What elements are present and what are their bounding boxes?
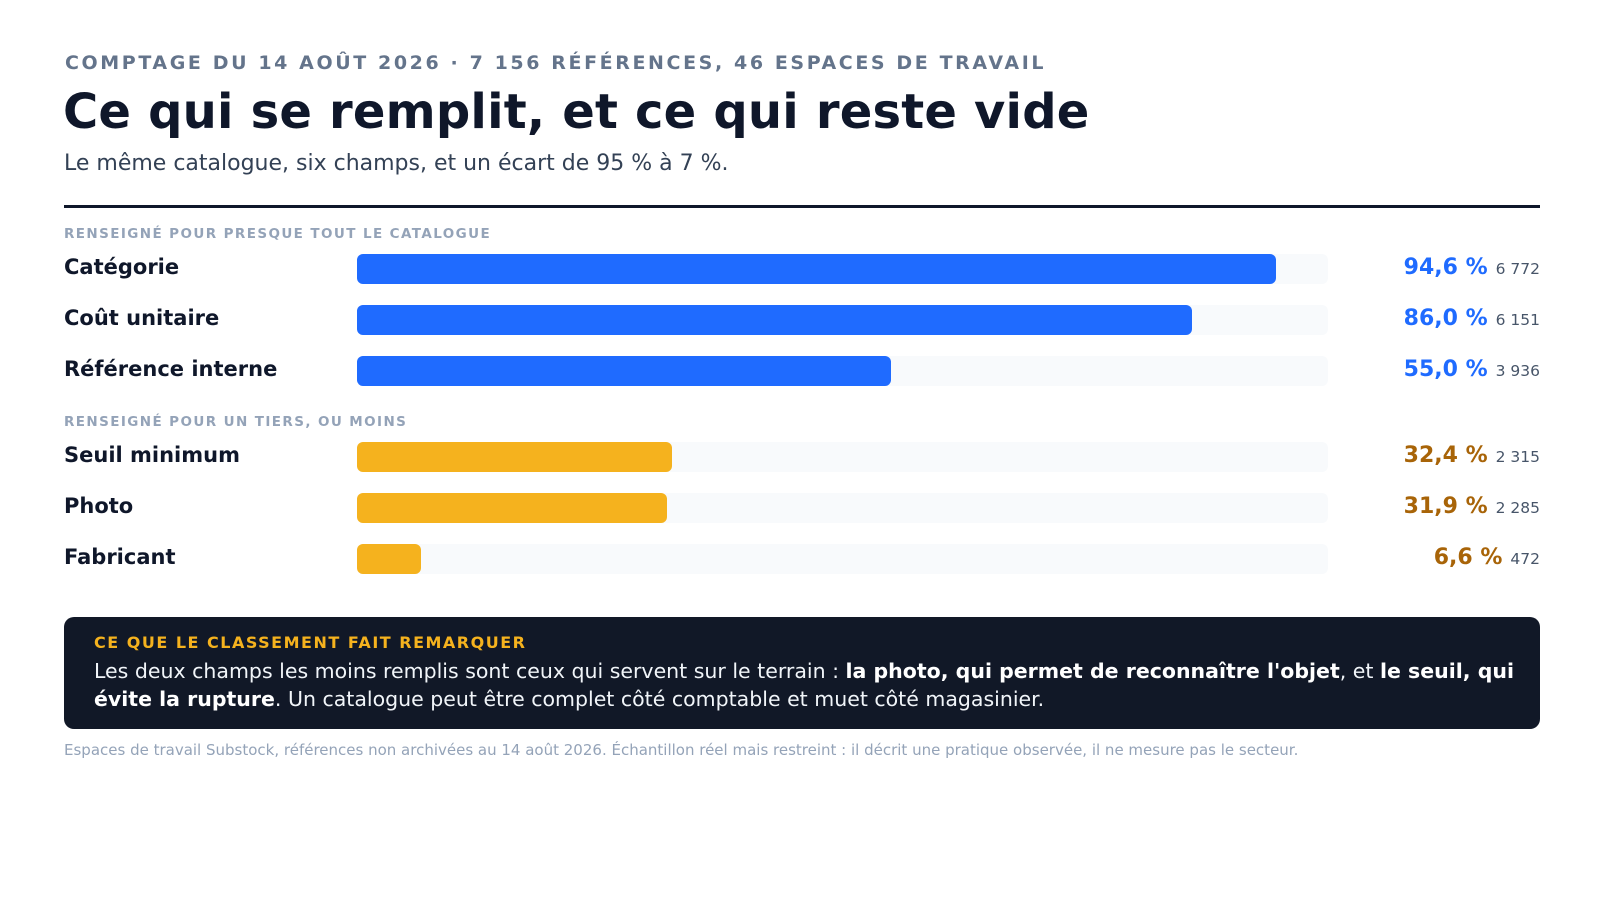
bar-track bbox=[357, 442, 1328, 472]
bar-category-label: Photo bbox=[64, 494, 134, 518]
bar-category-label: Seuil minimum bbox=[64, 443, 240, 467]
bar-track bbox=[357, 305, 1328, 335]
bar-value-label: 55,0 % 3 936 bbox=[1404, 357, 1540, 382]
callout-emphasis-photo: la photo, qui permet de reconnaître l'ob… bbox=[845, 659, 1340, 683]
bar-category-label: Coût unitaire bbox=[64, 306, 220, 330]
bar-count-label: 472 bbox=[1510, 550, 1540, 568]
chart-title: Ce qui se remplit, et ce qui reste vide bbox=[63, 84, 1090, 140]
bar-percent-label: 32,4 % bbox=[1403, 443, 1488, 468]
bar-category-label: Fabricant bbox=[64, 545, 176, 569]
bar bbox=[357, 544, 421, 574]
bar-value-label: 31,9 % 2 285 bbox=[1404, 494, 1540, 519]
chart-subtitle: Le même catalogue, six champs, et un éca… bbox=[64, 151, 729, 176]
bar-track bbox=[357, 254, 1328, 284]
bar-value-label: 32,4 % 2 315 bbox=[1404, 443, 1540, 468]
callout-text-part: , et bbox=[1339, 659, 1380, 683]
bar bbox=[357, 305, 1192, 335]
group-label-high: RENSEIGNÉ POUR PRESQUE TOUT LE CATALOGUE bbox=[64, 226, 492, 242]
callout-text-part: . Un catalogue peut être complet côté co… bbox=[274, 687, 1045, 711]
bar-category-label: Référence interne bbox=[64, 357, 278, 381]
bar-track bbox=[357, 493, 1328, 523]
bar-percent-label: 31,9 % bbox=[1403, 494, 1488, 519]
bar-value-label: 86,0 % 6 151 bbox=[1404, 306, 1540, 331]
bar-count-label: 2 285 bbox=[1495, 499, 1540, 517]
bar-value-label: 94,6 % 6 772 bbox=[1404, 255, 1540, 280]
bar bbox=[357, 254, 1276, 284]
callout-text: Les deux champs les moins remplis sont c… bbox=[94, 657, 1514, 713]
bar-track bbox=[357, 544, 1328, 574]
bar-percent-label: 94,6 % bbox=[1403, 255, 1488, 280]
bar-percent-label: 6,6 % bbox=[1433, 545, 1503, 570]
bar-category-label: Catégorie bbox=[64, 255, 180, 279]
bar-percent-label: 86,0 % bbox=[1403, 306, 1488, 331]
callout-emphasis-threshold: le seuil, qui évite la rupture bbox=[94, 659, 1514, 711]
bar bbox=[357, 493, 667, 523]
bar-count-label: 6 151 bbox=[1495, 311, 1540, 329]
bar bbox=[357, 356, 891, 386]
callout-text-part: Les deux champs les moins remplis sont c… bbox=[94, 659, 846, 683]
title-divider bbox=[64, 205, 1540, 208]
bar-count-label: 2 315 bbox=[1495, 448, 1540, 466]
callout-title: CE QUE LE CLASSEMENT FAIT REMARQUER bbox=[94, 633, 527, 652]
bar bbox=[357, 442, 672, 472]
bar-percent-label: 55,0 % bbox=[1403, 357, 1488, 382]
bar-value-label: 6,6 % 472 bbox=[1434, 545, 1540, 570]
group-label-low: RENSEIGNÉ POUR UN TIERS, OU MOINS bbox=[64, 414, 408, 430]
footnote: Espaces de travail Substock, références … bbox=[64, 741, 1299, 759]
callout-box: CE QUE LE CLASSEMENT FAIT REMARQUER Les … bbox=[64, 617, 1540, 729]
kicker: COMPTAGE DU 14 AOÛT 2026 · 7 156 RÉFÉREN… bbox=[65, 52, 1047, 74]
bar-count-label: 6 772 bbox=[1495, 260, 1540, 278]
bar-count-label: 3 936 bbox=[1495, 362, 1540, 380]
bar-track bbox=[357, 356, 1328, 386]
